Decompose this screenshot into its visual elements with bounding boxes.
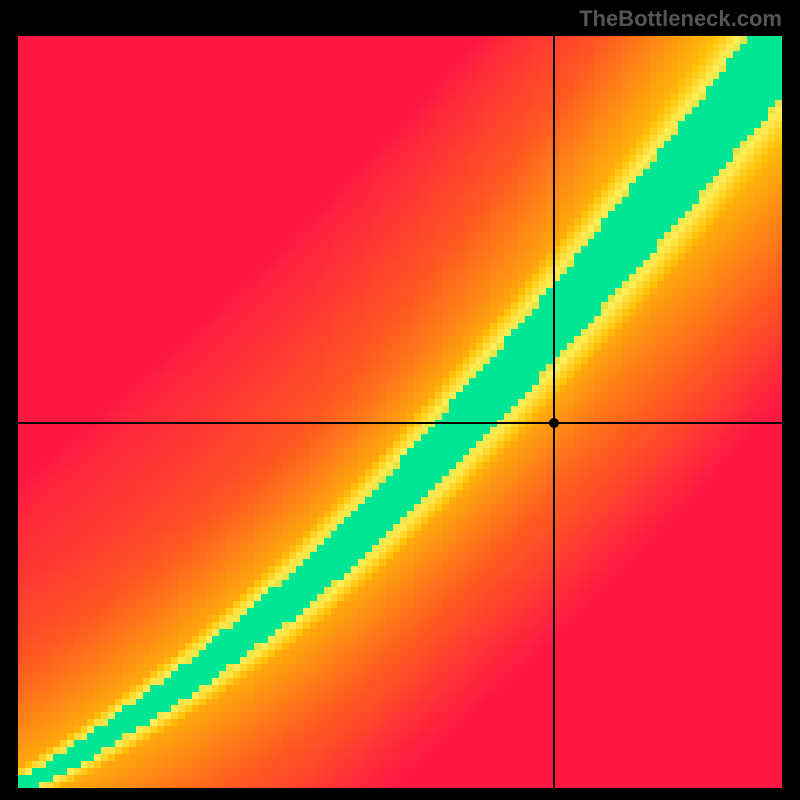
crosshair-vertical	[553, 36, 555, 788]
heatmap-canvas	[18, 36, 782, 788]
watermark-text: TheBottleneck.com	[579, 6, 782, 32]
crosshair-horizontal	[18, 422, 782, 424]
crosshair-dot	[549, 418, 559, 428]
heatmap-plot	[18, 36, 782, 788]
